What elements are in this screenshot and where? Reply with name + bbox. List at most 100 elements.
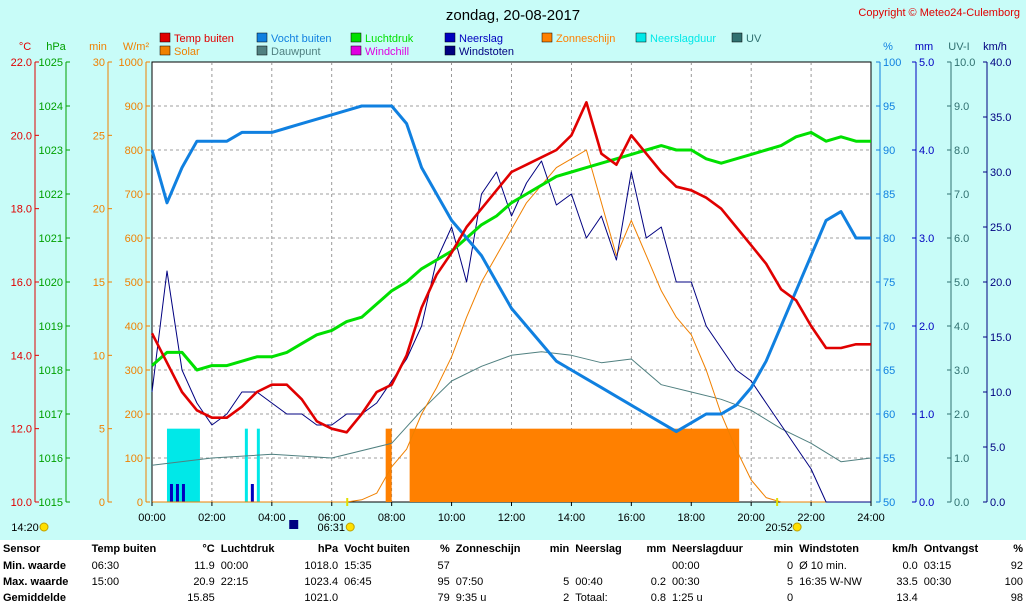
stats-cell-value: 0	[787, 560, 794, 572]
stats-row-avg: Gemiddelde 15.85 1021.0 79 9:35 u 2 Totaal: 0.8…	[0, 590, 1026, 606]
axis-tick-label: 3.0	[954, 365, 969, 377]
axis-tick-label: 10.0	[990, 387, 1011, 399]
axis-tick-label: 1018	[39, 365, 63, 377]
axis-unit: UV-I	[948, 41, 969, 53]
stats-cell-time: 00:30	[672, 576, 700, 588]
sunset-time: 20:52	[765, 522, 793, 534]
stats-cell-value: 20.9	[193, 576, 215, 588]
axis-tick-label: 1015	[39, 497, 63, 509]
axis-tick-label: 900	[125, 101, 143, 113]
x-tick-label: 24:00	[857, 512, 885, 524]
x-tick-label: 22:00	[797, 512, 825, 524]
duration-bars	[166, 428, 740, 502]
axis-tick-label: 16.0	[11, 277, 32, 289]
stats-cell-time: 22:15	[220, 576, 249, 588]
stats-header-row: Sensor Temp buiten °C Luchtdruk hPa Vocht bui…	[0, 540, 1026, 558]
stats-row-min: Min. waarde 06:30 11.9 00:00 1018.0 15:35 57 00…	[0, 558, 1026, 574]
bar-neerslagduur	[244, 428, 248, 502]
stats-header-unit: %	[1013, 543, 1023, 555]
axis-tick-label: 10.0	[954, 57, 975, 69]
axis-tick-label: 85	[883, 189, 895, 201]
stats-cell-time	[218, 590, 292, 606]
axis-unit: W/m²	[123, 41, 150, 53]
legend-label: Windstoten	[459, 46, 514, 58]
legend-swatch	[444, 45, 456, 56]
legend-swatch	[541, 32, 553, 43]
stats-cell-time	[572, 558, 637, 574]
x-axis: 00:00 02:00 04:00 06:00 08:00 10:00 12:00 14:00…	[138, 502, 885, 524]
stats-cell-time: 00:00	[672, 560, 700, 572]
bar-neerslagduur	[256, 428, 260, 502]
axis-tick-label: 14.0	[11, 350, 32, 362]
axis-tick-label: 6.0	[954, 233, 969, 245]
legend-label: Neerslagduur	[650, 33, 716, 45]
stats-cell-value: 5	[787, 576, 794, 588]
copyright: Copyright © Meteo24-Culemborg	[858, 7, 1020, 19]
stats-row-label: Min. waarde	[3, 560, 66, 572]
axis-tick-label: 15.0	[990, 332, 1011, 344]
axis-tick-label: 20.0	[11, 130, 32, 142]
axis-tick-label: 15	[93, 277, 105, 289]
x-tick-label: 10:00	[438, 512, 466, 524]
stats-cell-time: Ø 10 min.	[799, 560, 847, 572]
axis-tick-label: 100	[125, 453, 143, 465]
stats-header-label: Luchtdruk	[220, 543, 275, 555]
axis-tick-label: 1021	[39, 233, 63, 245]
legend-swatch	[159, 32, 171, 43]
sun-icon	[792, 522, 802, 532]
stats-cell-value: 0.2	[650, 576, 667, 588]
x-tick-label: 02:00	[198, 512, 226, 524]
legend-label: Solar	[174, 46, 200, 58]
stats-row-max: Max. waarde 15:00 20.9 22:15 1023.4 06:45 95 07…	[0, 574, 1026, 590]
axis-tick-label: 1016	[39, 453, 63, 465]
axis-tick-label: 30	[93, 57, 105, 69]
axis-tick-label: 60	[883, 409, 895, 421]
legend-swatch	[350, 32, 362, 43]
axis-tick-label: 300	[125, 365, 143, 377]
stats-header-unit: mm	[646, 543, 667, 555]
axis-tick-label: 70	[883, 321, 895, 333]
axis-tick-label: 18.0	[11, 204, 32, 216]
axis-tick-label: 700	[125, 189, 143, 201]
stats-cell-value: 5	[563, 576, 570, 588]
stats-cell-value: 0.8	[650, 592, 667, 604]
axis-tick-label: 12.0	[11, 424, 32, 436]
stats-cell-time: 9:35 u	[455, 592, 487, 604]
axis-tick-label: 22.0	[11, 57, 32, 69]
series-lines	[150, 101, 872, 503]
stats-header-label: Neerslag	[575, 543, 622, 555]
axis-tick-label: 400	[125, 321, 143, 333]
axis-tick-label: 90	[883, 145, 895, 157]
legend-label: Dauwpunt	[271, 46, 321, 58]
axis-tick-label: 0	[137, 497, 143, 509]
axis-tick-label: 1.0	[919, 409, 934, 421]
axis-tick-label: 50	[883, 497, 895, 509]
legend: Temp buiten Vocht buiten Luchtdruk Neerslag…	[159, 32, 762, 58]
axis-tick-label: 3.0	[919, 233, 934, 245]
axis-tick-label: 0	[99, 497, 105, 509]
legend-swatch	[256, 32, 268, 43]
stats-header-unit: hPa	[317, 543, 339, 555]
axis-tick-label: 1024	[39, 101, 63, 113]
legend-swatch	[635, 32, 647, 43]
stats-row-label: Max. waarde	[3, 576, 69, 588]
legend-label: Windchill	[365, 46, 409, 58]
axis-unit: km/h	[983, 41, 1007, 53]
axis-unit: min	[89, 41, 107, 53]
stats-cell-value: 1021.0	[304, 592, 339, 604]
x-tick-label: 04:00	[258, 512, 286, 524]
stats-cell-value: 1023.4	[304, 576, 339, 588]
stats-header-unit: °C	[202, 543, 215, 555]
x-tick-label: 18:00	[677, 512, 705, 524]
axis-unit: °C	[19, 41, 31, 53]
stats-cell-time: 00:40	[575, 576, 603, 588]
bar-zonneschijn	[409, 428, 740, 502]
legend-label: Vocht buiten	[271, 33, 332, 45]
axis-tick-label: 1000	[119, 57, 143, 69]
stats-header-label: Windstoten	[799, 543, 859, 555]
axis-tick-label: 4.0	[919, 145, 934, 157]
stats-cell-value: 100	[1004, 576, 1023, 588]
axis-tick-label: 0.0	[990, 497, 1005, 509]
axis-tick-label: 1020	[39, 277, 63, 289]
stats-cell-time: 06:45	[344, 576, 372, 588]
